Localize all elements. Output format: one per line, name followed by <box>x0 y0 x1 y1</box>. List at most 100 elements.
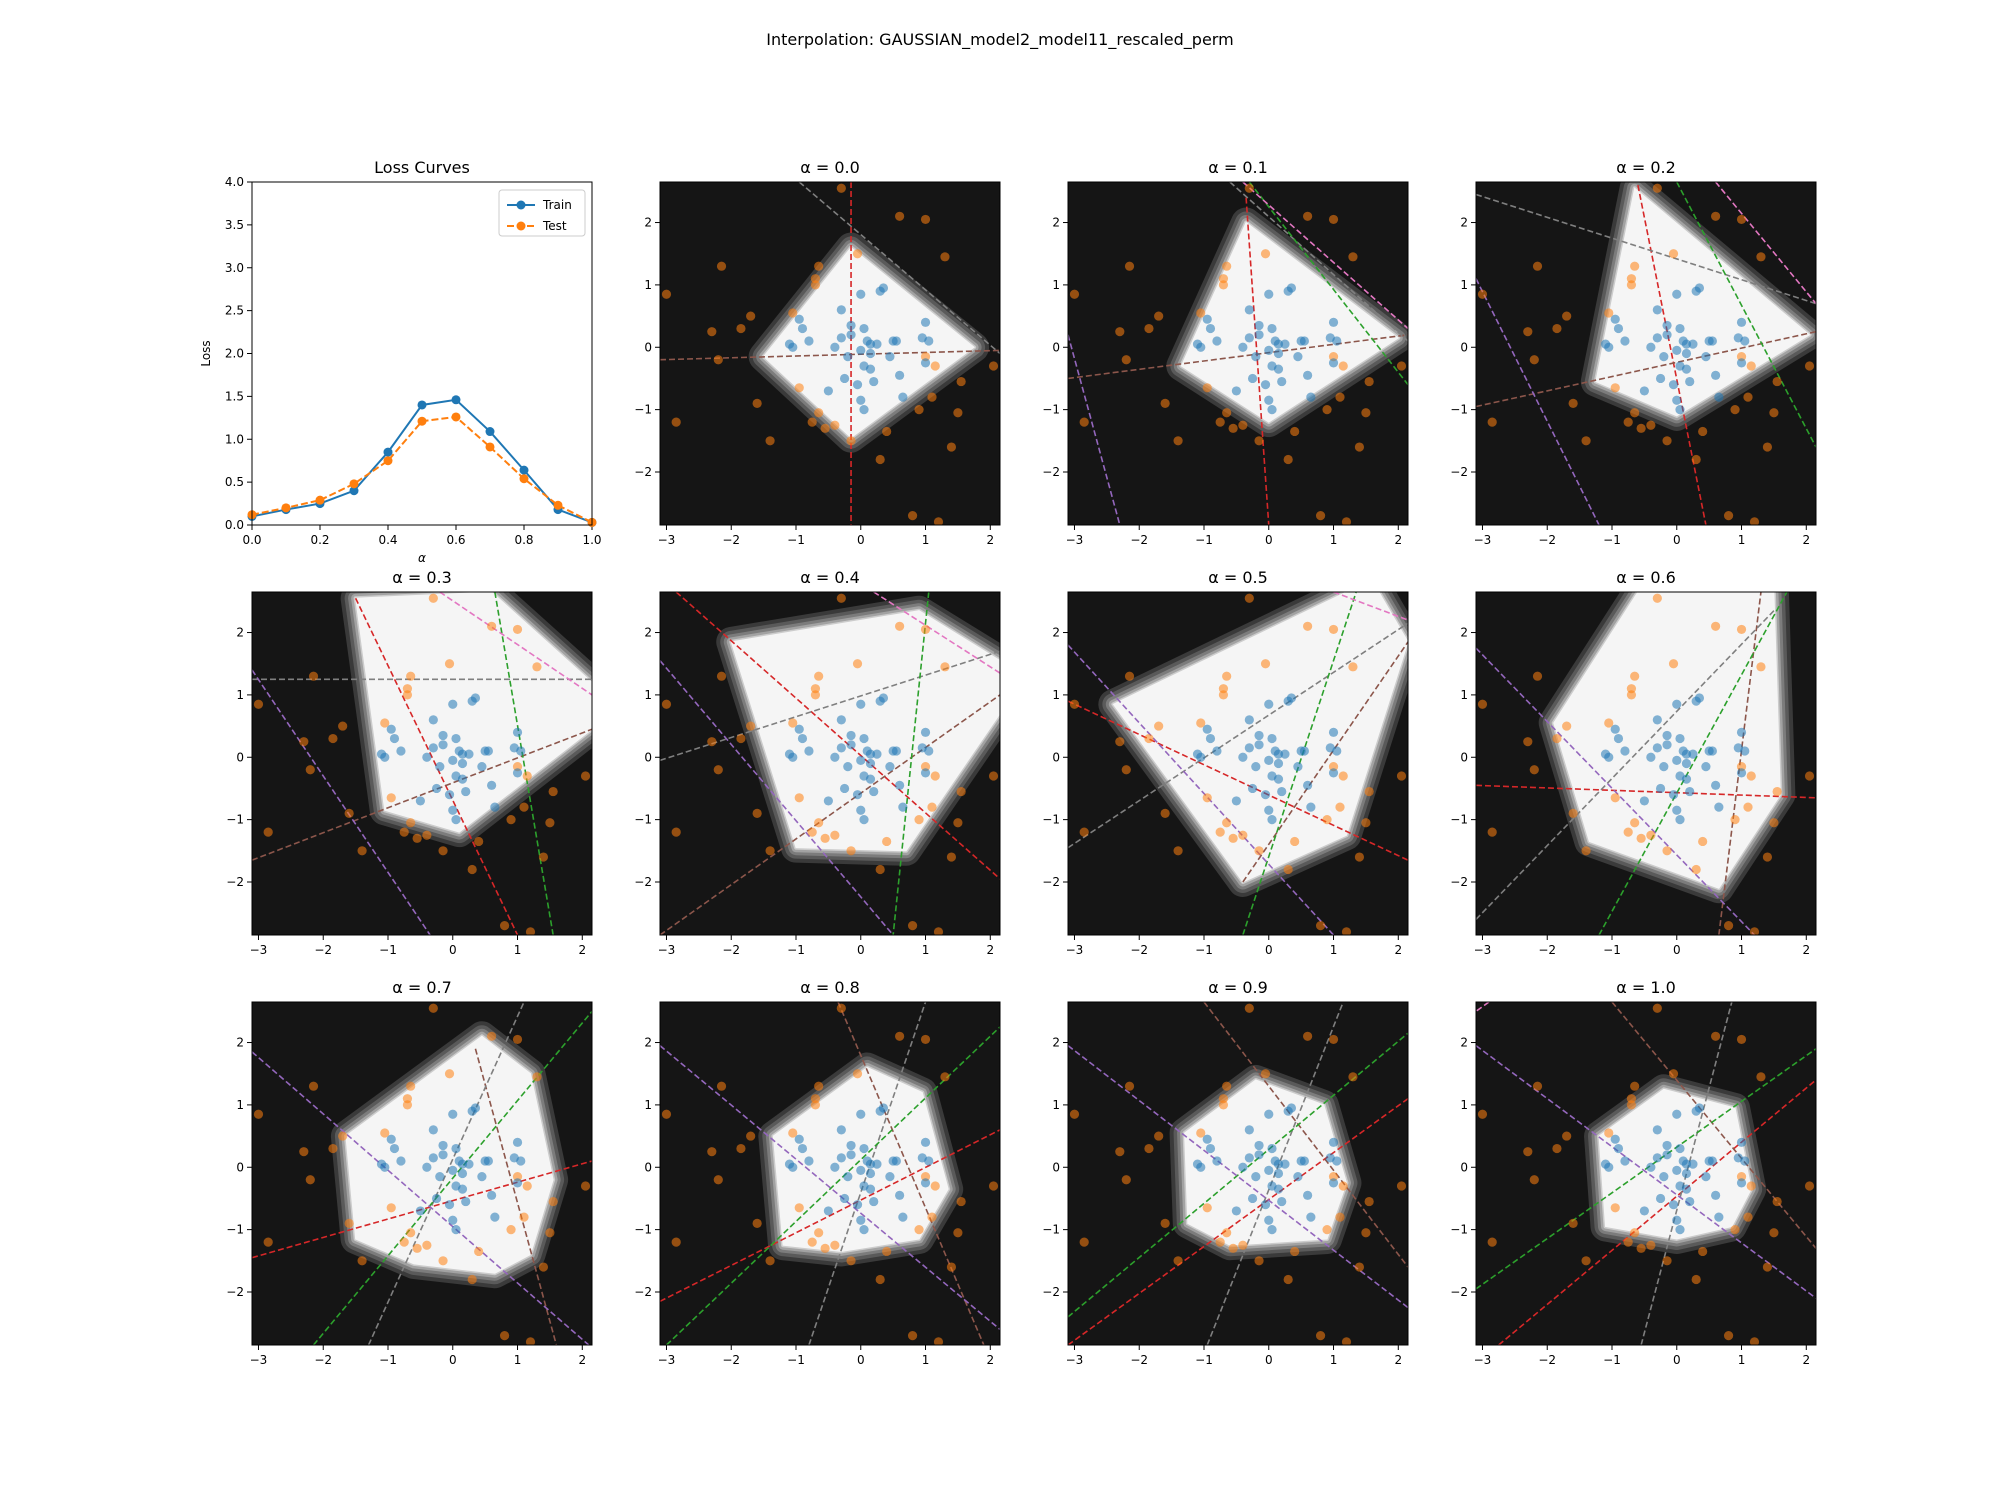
test-point <box>810 1094 821 1104</box>
train-point <box>389 1143 400 1154</box>
test-point <box>927 1212 937 1222</box>
test-point <box>1160 398 1170 408</box>
xtick-label: −3 <box>658 943 676 957</box>
test-point <box>1581 1256 1591 1266</box>
test-point <box>344 808 354 818</box>
xtick-label: 1 <box>514 1353 522 1367</box>
train-point <box>846 740 856 750</box>
train-point <box>1659 1172 1669 1182</box>
test-point <box>1341 927 1352 935</box>
train-point <box>444 1200 455 1210</box>
train-point <box>856 1215 866 1225</box>
panel-title: α = 0.3 <box>392 568 452 587</box>
train-point <box>1264 755 1274 765</box>
train-point <box>1273 1184 1284 1194</box>
train-point <box>1655 783 1666 794</box>
test-point <box>1115 1147 1125 1157</box>
ytick-label: −2 <box>1450 875 1468 889</box>
train-point <box>461 786 471 797</box>
loss-point-test <box>485 442 495 452</box>
train-point <box>1205 733 1216 744</box>
train-point <box>1267 815 1277 825</box>
train-point <box>1254 1140 1264 1151</box>
test-point <box>788 1128 798 1138</box>
train-point <box>1736 727 1747 737</box>
test-point <box>402 684 413 694</box>
hyperplane-line <box>1598 592 1788 935</box>
train-point <box>1260 790 1271 800</box>
train-point <box>1672 1165 1682 1175</box>
xtick-label: 2 <box>986 533 994 547</box>
xtick-label: 2 <box>1802 533 1810 547</box>
test-point <box>512 1034 523 1045</box>
train-point <box>1254 1150 1264 1160</box>
train-point <box>1212 336 1222 346</box>
train-point <box>1672 699 1682 709</box>
test-point <box>1290 836 1300 847</box>
xtick-label: −2 <box>722 533 740 547</box>
test-point <box>1477 289 1488 299</box>
xtick-label: 0 <box>857 533 865 547</box>
test-point <box>1173 436 1183 446</box>
train-point <box>1639 386 1649 396</box>
train-point <box>920 358 931 368</box>
test-point <box>1341 517 1352 525</box>
ytick-label: −1 <box>1450 403 1468 417</box>
train-point <box>1613 323 1624 334</box>
test-point <box>1364 786 1374 797</box>
xtick-label: 1 <box>1738 1353 1746 1367</box>
test-point <box>1328 624 1339 635</box>
train-point <box>1212 1156 1222 1166</box>
test-point <box>1698 836 1708 847</box>
test-point <box>1222 1228 1232 1238</box>
test-point <box>1762 1262 1773 1272</box>
xtick-label: 0 <box>1673 533 1681 547</box>
test-point <box>1228 833 1238 843</box>
train-point <box>1251 352 1261 362</box>
train-point <box>1672 755 1682 765</box>
train-point <box>843 352 853 362</box>
hyperplane-line <box>660 694 1000 935</box>
test-point <box>713 1175 723 1185</box>
test-point <box>661 289 672 299</box>
test-point <box>794 383 804 393</box>
test-point <box>1124 671 1135 681</box>
test-point <box>746 1131 756 1141</box>
xtick-label: −2 <box>722 943 740 957</box>
test-point <box>344 1218 354 1228</box>
train-point <box>852 1200 863 1210</box>
hyperplane-line <box>252 728 592 861</box>
loss-ytick-label: 1.0 <box>225 432 244 446</box>
ytick-label: −2 <box>634 465 652 479</box>
train-point <box>1238 1162 1248 1172</box>
xtick-label: −2 <box>314 1353 332 1367</box>
test-point <box>399 1237 409 1247</box>
train-point <box>1707 746 1717 756</box>
train-point <box>470 693 481 703</box>
test-point <box>988 1181 999 1191</box>
train-point <box>1277 376 1287 387</box>
train-point <box>1254 320 1264 331</box>
test-point <box>386 1203 396 1213</box>
xtick-label: 2 <box>1394 533 1402 547</box>
test-point <box>380 1128 390 1138</box>
test-point <box>1711 621 1721 631</box>
test-point <box>1711 211 1721 221</box>
train-point <box>438 740 448 750</box>
xtick-label: 1 <box>922 533 930 547</box>
xtick-label: 1 <box>514 943 522 957</box>
train-point <box>490 802 500 812</box>
hyperplane-line <box>1611 1002 1816 1249</box>
xtick-label: −1 <box>1603 533 1621 547</box>
train-point <box>859 405 869 415</box>
test-point <box>661 1109 672 1119</box>
train-point <box>487 1190 497 1200</box>
test-point <box>1691 864 1701 875</box>
loss-ytick-label: 1.5 <box>225 389 244 403</box>
train-point <box>1251 762 1261 772</box>
hyperplane-line <box>354 597 519 935</box>
train-point <box>839 1193 850 1204</box>
train-point <box>1681 1168 1692 1179</box>
test-point <box>487 621 497 631</box>
test-point <box>820 833 830 843</box>
